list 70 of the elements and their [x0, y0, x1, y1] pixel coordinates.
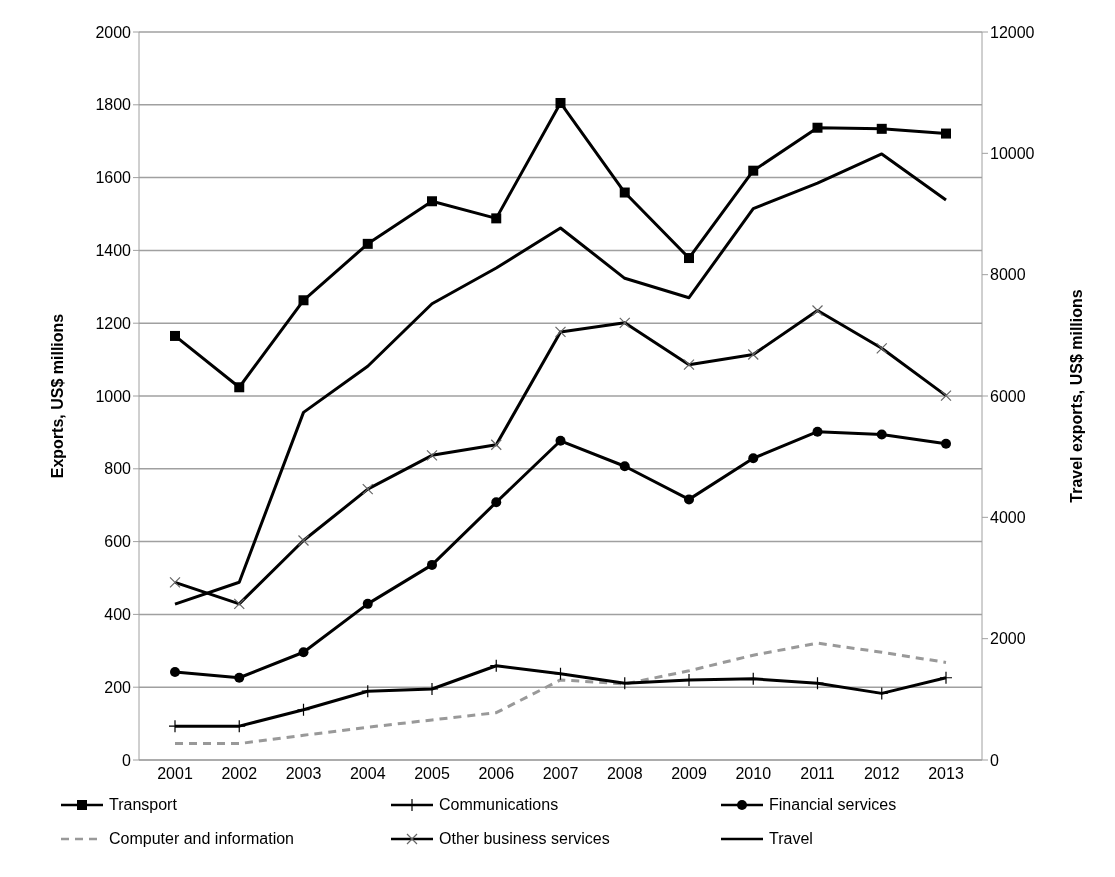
y-tick-label: 1600: [95, 169, 132, 187]
point: [298, 647, 309, 658]
x-tick-label: 2004: [349, 765, 386, 783]
y-tick-label: 400: [104, 606, 132, 624]
y2-tick-label: 10000: [990, 145, 1035, 163]
y-tick-label: 200: [104, 678, 132, 696]
point: [684, 494, 694, 505]
x-tick-label: 2002: [221, 765, 258, 783]
point: [939, 671, 953, 685]
legend-label: Other business services: [439, 830, 610, 848]
y2-tick-label: 8000: [990, 266, 1026, 284]
point: [619, 187, 630, 198]
legend-label: Computer and information: [109, 830, 294, 848]
legend-label: Communications: [439, 796, 559, 814]
point: [619, 461, 630, 472]
y2-tick-label: 2000: [990, 630, 1026, 648]
x-tick-label: 2013: [928, 765, 964, 783]
line-series: [173, 152, 948, 606]
y2-tick-label: 12000: [990, 23, 1035, 41]
x-tick-label: 2007: [542, 765, 579, 783]
point: [491, 497, 502, 508]
point: [812, 122, 823, 133]
legend-label: Transport: [109, 796, 177, 814]
point: [427, 559, 437, 570]
point: [553, 667, 568, 681]
point: [555, 97, 566, 108]
point: [491, 213, 502, 224]
x-tick-label: 2010: [735, 765, 772, 783]
legend-label: Travel: [769, 830, 813, 848]
point: [234, 382, 245, 393]
point: [427, 196, 437, 207]
y-tick-label: 1800: [95, 96, 132, 114]
legend-label: Financial services: [769, 796, 897, 814]
x-tick-label: 2005: [414, 765, 450, 783]
y-tick-label: 0: [122, 751, 132, 769]
point: [362, 598, 373, 609]
y2-tick-label: 0: [990, 751, 999, 769]
y2-tick-label: 6000: [990, 387, 1026, 405]
y2-tick-label: 4000: [990, 509, 1026, 527]
point: [296, 703, 311, 717]
point: [170, 330, 180, 341]
y-tick-label: 1000: [95, 387, 132, 405]
point: [170, 666, 180, 677]
point: [941, 438, 951, 449]
y-tick-label: 1200: [95, 314, 132, 332]
point: [362, 238, 373, 249]
y-tick-label: 1400: [95, 242, 132, 260]
y-tick-label: 2000: [95, 23, 132, 41]
y-tick-label: 800: [104, 460, 132, 478]
x-tick-label: 2012: [863, 765, 900, 783]
point: [876, 429, 887, 440]
y-tick-label: 600: [104, 533, 132, 551]
point: [748, 453, 759, 464]
y2-axis-title: Travel exports, US$ millions: [1067, 289, 1085, 503]
x-tick-label: 2003: [285, 765, 322, 783]
point: [234, 672, 245, 683]
x-tick-label: 2009: [671, 765, 707, 783]
point: [812, 426, 823, 437]
x-tick-label: 2006: [478, 765, 515, 783]
x-tick-label: 2011: [800, 765, 835, 783]
point: [748, 165, 759, 176]
x-tick-label: 2001: [157, 765, 193, 783]
point: [941, 128, 951, 139]
point: [684, 253, 694, 264]
point: [876, 123, 887, 134]
point: [875, 686, 889, 700]
y-axis-title: Exports, US$ millions: [48, 313, 66, 479]
point: [555, 435, 566, 446]
point: [298, 295, 309, 306]
x-tick-label: 2008: [606, 765, 643, 783]
